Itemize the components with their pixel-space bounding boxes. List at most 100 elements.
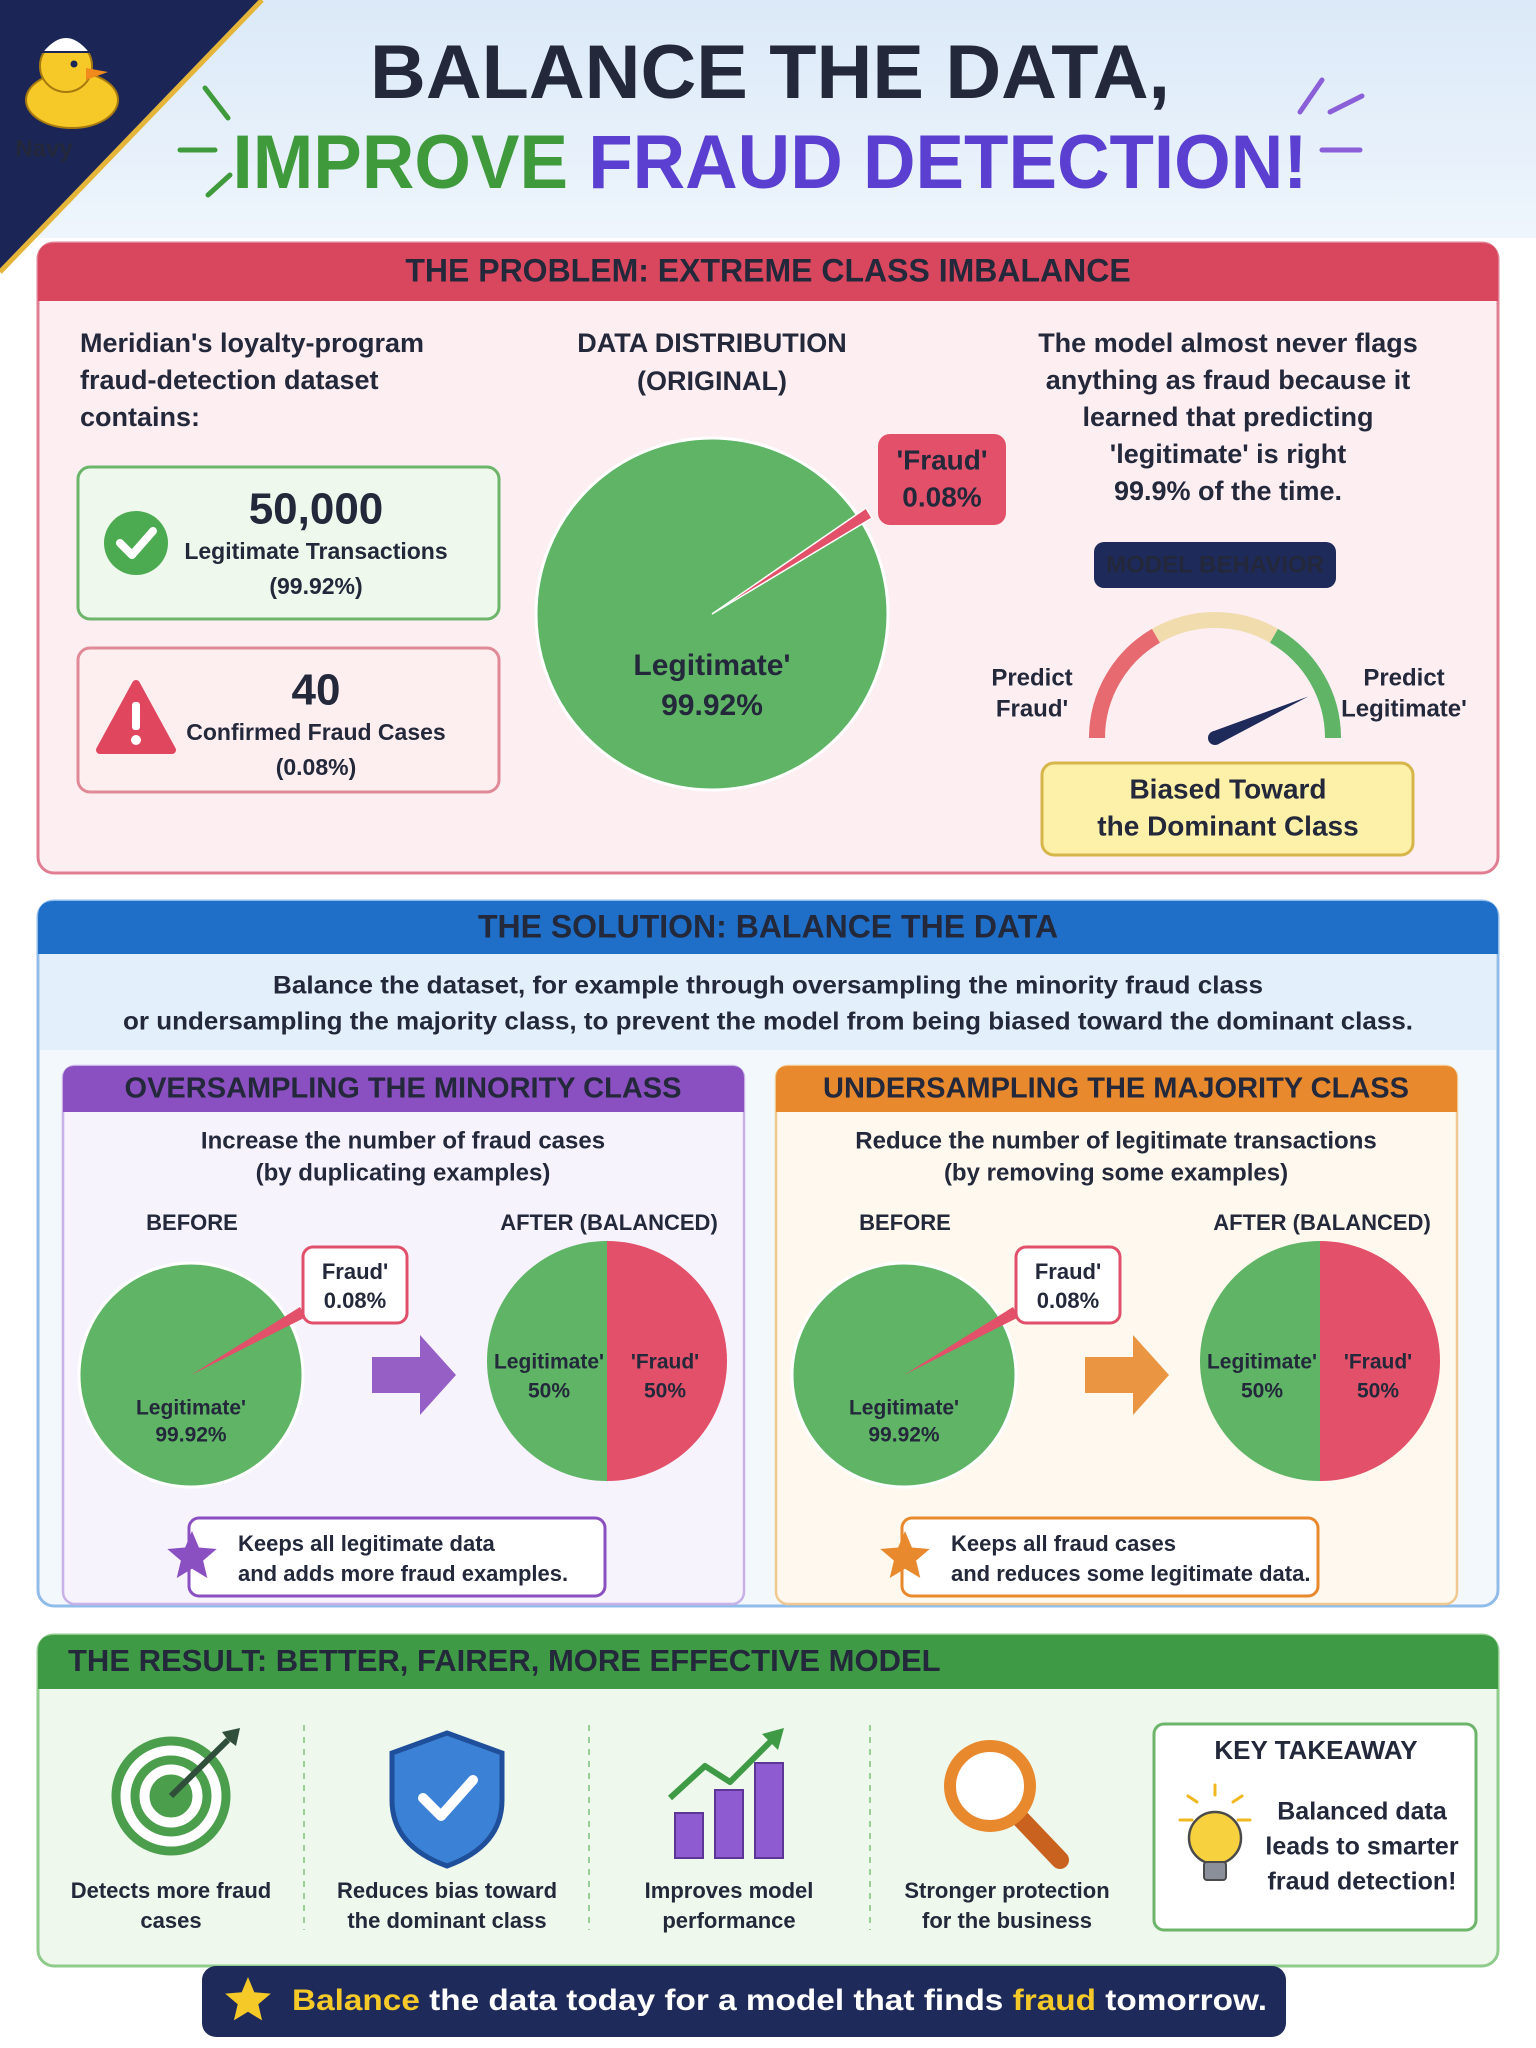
- legit-label: 99.92%: [868, 1424, 940, 1447]
- benefit: the dominant class: [347, 1908, 546, 1933]
- check-icon: [104, 511, 168, 575]
- gauge-arc: [1089, 628, 1161, 739]
- growth-arrow: [667, 1737, 775, 1801]
- logo-text: Navy: [15, 135, 73, 162]
- spark: [202, 85, 231, 121]
- bulb-ray: [1186, 1794, 1199, 1804]
- after-pie-fraud: [607, 1241, 727, 1481]
- intro-text: fraud-detection dataset: [80, 365, 379, 395]
- spark: [1297, 77, 1325, 115]
- fraud-callout: [301, 1245, 409, 1325]
- note: Keeps all legitimate data: [238, 1531, 496, 1556]
- benefit: Stronger protection: [904, 1878, 1109, 1903]
- stat-label: Legitimate Transactions: [184, 538, 447, 564]
- arrow: [1085, 1335, 1169, 1415]
- bulb: [1187, 1810, 1243, 1866]
- method-desc: Increase the number of fraud cases: [201, 1127, 605, 1154]
- explanation: 99.9% of the time.: [1114, 476, 1342, 506]
- method-desc: Reduce the number of legitimate transact…: [855, 1127, 1376, 1154]
- intro-text: Meridian's loyalty-program: [80, 328, 424, 358]
- gauge-left: Fraud': [996, 695, 1068, 722]
- before-pie-fraud: [904, 1307, 1019, 1375]
- method-header: [63, 1066, 744, 1112]
- benefit: Reduces bias toward: [337, 1878, 557, 1903]
- legit-label: Legitimate': [849, 1397, 959, 1420]
- target-arrow: [222, 1728, 240, 1746]
- fraud-callout: [1014, 1245, 1122, 1325]
- shield-icon: [389, 1730, 505, 1869]
- after-fraud: 50%: [1357, 1380, 1399, 1403]
- verdict: Biased Toward: [1129, 773, 1326, 804]
- solution-desc: Balance the dataset, for example through…: [273, 972, 1263, 1000]
- fraud-label: 'Fraud': [896, 444, 987, 475]
- gauge-arc: [1152, 611, 1278, 643]
- explanation: 'legitimate' is right: [1110, 439, 1346, 469]
- benefit: Improves model: [645, 1878, 814, 1903]
- fraud-label: 0.08%: [902, 481, 981, 512]
- note: and reduces some legitimate data.: [951, 1561, 1310, 1586]
- fraud-label: Fraud': [322, 1259, 388, 1284]
- problem-heading: THE PROBLEM: EXTREME CLASS IMBALANCE: [405, 252, 1130, 288]
- result-header: [38, 1635, 1498, 1689]
- explanation: The model almost never flags: [1038, 328, 1418, 358]
- gauge-right: Predict: [1363, 664, 1444, 691]
- takeaway-text: fraud detection!: [1268, 1868, 1457, 1896]
- footer-part: Balance: [292, 1984, 420, 2017]
- gauge-left: Predict: [991, 664, 1072, 691]
- takeaway-text: Balanced data: [1277, 1798, 1448, 1826]
- gauge-title-bg: [1094, 542, 1336, 588]
- footer-part: tomorrow.: [1096, 1984, 1267, 2017]
- pie-fraud: [711, 506, 874, 615]
- footer-part: the data today for a model that finds: [420, 1984, 1013, 2017]
- footer-star: [225, 1977, 271, 2021]
- chart-title: (ORIGINAL): [637, 366, 787, 396]
- before-label: BEFORE: [859, 1210, 951, 1235]
- fraud-label: 0.08%: [324, 1288, 386, 1313]
- after-legit: Legitimate': [1207, 1351, 1317, 1374]
- after-pie-fraud: [1320, 1241, 1440, 1481]
- logo-edge: [0, 0, 264, 274]
- gauge-needle: [1212, 696, 1309, 745]
- legit-label: Legitimate': [633, 649, 790, 682]
- after-label: AFTER (BALANCED): [1213, 1210, 1431, 1235]
- bar-icon: [754, 1762, 784, 1859]
- after-pie-legit: [1200, 1241, 1320, 1481]
- intro-text: contains:: [80, 402, 200, 432]
- takeaway-box: [1152, 1722, 1478, 1932]
- method-desc: (by removing some examples): [944, 1159, 1288, 1186]
- legit-label: Legitimate': [136, 1397, 246, 1420]
- explanation: learned that predicting: [1082, 402, 1373, 432]
- benefit: for the business: [922, 1908, 1092, 1933]
- title-improve: IMPROVE: [233, 120, 589, 205]
- solution-heading: THE SOLUTION: BALANCE THE DATA: [478, 908, 1058, 944]
- header-bg: [0, 0, 1536, 238]
- result-heading: THE RESULT: BETTER, FAIRER, MORE EFFECTI…: [68, 1643, 941, 1678]
- verdict-box: [1040, 761, 1415, 857]
- method-header: [776, 1066, 1457, 1112]
- stat-label: Confirmed Fraud Cases: [186, 719, 445, 745]
- footer-bar: [202, 1966, 1286, 2037]
- after-label: AFTER (BALANCED): [500, 1210, 718, 1235]
- legit-label: 99.92%: [661, 689, 763, 722]
- solution-desc: or undersampling the majority class, to …: [123, 1008, 1413, 1036]
- benefit: Detects more fraud: [71, 1878, 272, 1903]
- duck-hat: [39, 36, 93, 53]
- note-star: [167, 1531, 217, 1578]
- solution-desc-bg: [40, 954, 1496, 1050]
- magnifier-handle: [1011, 1809, 1069, 1869]
- benefit: performance: [662, 1908, 795, 1933]
- after-legit: Legitimate': [494, 1351, 604, 1374]
- note-star: [880, 1531, 930, 1578]
- after-fraud: 'Fraud': [1344, 1351, 1412, 1374]
- check-icon: [116, 527, 157, 559]
- gauge-right: Legitimate': [1341, 695, 1467, 722]
- fraud-label: Fraud': [1035, 1259, 1101, 1284]
- gauge-hub: [1208, 731, 1222, 745]
- bar-icon: [714, 1789, 744, 1859]
- after-legit: 50%: [1241, 1380, 1283, 1403]
- problem-header: [38, 243, 1498, 301]
- stat-pct: (0.08%): [276, 754, 357, 780]
- stat-pct: (99.92%): [269, 573, 362, 599]
- before-label: BEFORE: [146, 1210, 238, 1235]
